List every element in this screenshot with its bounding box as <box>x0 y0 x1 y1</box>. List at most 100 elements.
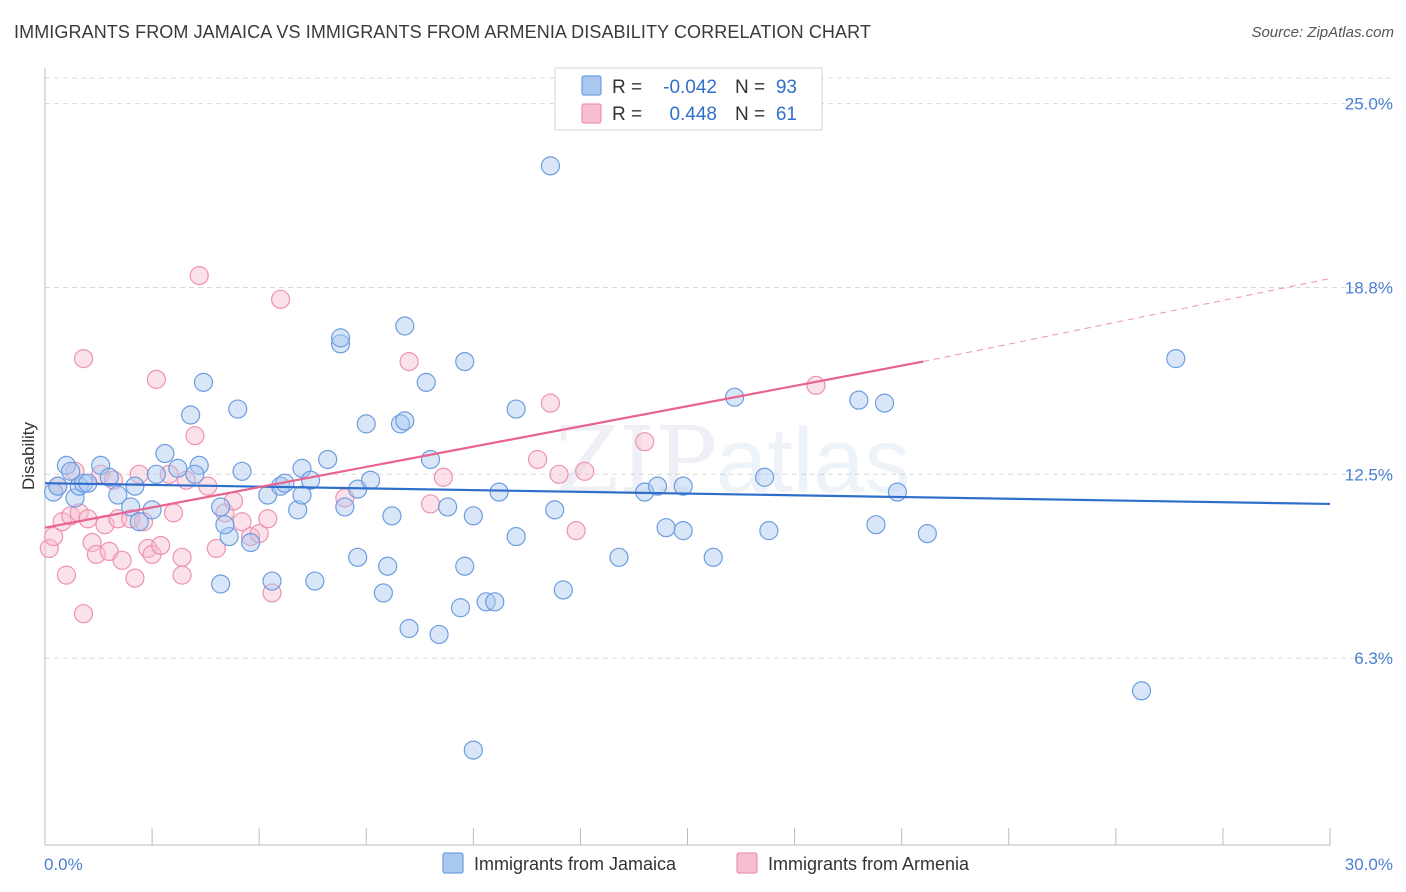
jamaica-point-16 <box>155 443 175 464</box>
jamaica-point-26 <box>215 515 235 535</box>
n-label-1: N = <box>735 77 765 98</box>
jamaica-point-79 <box>754 467 775 487</box>
jamaica-point-65 <box>506 526 526 547</box>
jamaica-point-17 <box>168 458 188 478</box>
jamaica-point-11 <box>108 485 128 505</box>
n-label-2: N = <box>735 104 765 125</box>
armenia-point-28 <box>163 503 184 523</box>
jamaica-point-1 <box>48 476 68 496</box>
armenia-point-18 <box>112 550 132 570</box>
n-value-armenia: 61 <box>776 104 797 125</box>
jamaica-point-85 <box>1131 681 1152 701</box>
armenia-point-9 <box>73 349 94 369</box>
jamaica-point-13 <box>129 512 149 532</box>
armenia-point-54 <box>806 375 826 395</box>
armenia-point-25 <box>146 369 166 389</box>
legend-swatch-armenia <box>736 852 758 874</box>
jamaica-point-40 <box>211 574 231 594</box>
legend-label-armenia: Immigrants from Armenia <box>768 854 970 874</box>
jamaica-point-59 <box>455 556 475 576</box>
jamaica-point-74 <box>673 521 693 541</box>
jamaica-point-15 <box>146 464 166 484</box>
jamaica-point-72 <box>647 476 668 496</box>
jamaica-point-32 <box>288 500 308 520</box>
armenia-point-50 <box>549 464 569 484</box>
jamaica-point-67 <box>540 156 561 176</box>
jamaica-point-50 <box>395 411 415 431</box>
jamaica-point-19 <box>185 464 205 484</box>
r-value-armenia: 0.448 <box>669 104 717 125</box>
jamaica-point-27 <box>241 532 261 553</box>
trend-lines <box>44 278 1331 529</box>
jamaica-point-3 <box>61 461 81 481</box>
jamaica-point-9 <box>99 467 119 487</box>
jamaica-point-41 <box>335 497 355 517</box>
watermark: ZIP atlas <box>555 407 910 514</box>
armenia-point-1 <box>43 526 64 547</box>
chart-title: IMMIGRANTS FROM JAMAICA VS IMMIGRANTS FR… <box>14 22 871 42</box>
armenia-point-4 <box>56 565 77 585</box>
stats-swatch-armenia <box>581 103 602 124</box>
armenia-point-11 <box>82 532 102 553</box>
armenia-point-46 <box>420 494 441 514</box>
armenia-point-43 <box>270 289 291 309</box>
armenia-trend-line <box>44 360 924 529</box>
y-tick-label-0: 6.3% <box>1354 649 1393 668</box>
grid-lines <box>45 77 1392 659</box>
jamaica-point-69 <box>553 580 573 600</box>
armenia-point-21 <box>129 464 149 484</box>
jamaica-point-64 <box>489 482 509 502</box>
jamaica-point-52 <box>395 316 415 336</box>
jamaica-point-58 <box>455 351 475 372</box>
jamaica-point-57 <box>450 598 471 618</box>
legend-swatch-jamaica <box>442 852 464 874</box>
armenia-point-47 <box>433 467 453 487</box>
jamaica-point-18 <box>189 455 209 475</box>
armenia-point-35 <box>206 538 226 559</box>
jamaica-point-45 <box>356 414 376 434</box>
jamaica-point-20 <box>181 405 201 425</box>
armenia-point-53 <box>635 432 655 452</box>
armenia-point-32 <box>185 426 205 446</box>
jamaica-point-39 <box>330 328 351 348</box>
jamaica-point-76 <box>703 547 723 567</box>
armenia-point-52 <box>575 461 595 481</box>
armenia-point-48 <box>527 449 548 470</box>
y-tick-label-1: 12.5% <box>1345 465 1393 484</box>
jamaica-point-22 <box>211 497 231 517</box>
jamaica-point-84 <box>917 524 937 544</box>
legend: Immigrants from Jamaica Immigrants from … <box>442 852 970 874</box>
jamaica-point-30 <box>262 571 282 591</box>
source-credit: Source: ZipAtlas.com <box>1251 24 1394 41</box>
jamaica-point-37 <box>318 449 338 470</box>
jamaica-point-55 <box>429 624 449 645</box>
jamaica-point-86 <box>1166 349 1186 369</box>
armenia-point-30 <box>172 547 192 567</box>
watermark-zip: ZIP <box>555 407 717 514</box>
r-label-2: R = <box>612 104 642 125</box>
y-tick-label-3: 25.0% <box>1345 95 1393 114</box>
jamaica-point-63 <box>485 592 505 612</box>
stats-swatch-jamaica <box>581 75 602 96</box>
r-value-jamaica: -0.042 <box>663 77 717 98</box>
jamaica-point-14 <box>142 500 162 520</box>
jamaica-point-70 <box>609 547 629 567</box>
jamaica-point-66 <box>506 399 526 419</box>
jamaica-point-47 <box>378 556 398 576</box>
jamaica-point-36 <box>305 571 325 591</box>
jamaica-point-21 <box>193 372 214 392</box>
n-value-jamaica: 93 <box>776 77 797 98</box>
armenia-point-26 <box>151 535 171 556</box>
armenia-point-51 <box>566 521 586 541</box>
jamaica-point-80 <box>849 390 869 410</box>
y-tick-labels: 6.3% 12.5% 18.8% 25.0% <box>1345 95 1393 669</box>
armenia-points <box>39 265 826 624</box>
jamaica-point-82 <box>874 393 895 413</box>
jamaica-point-75 <box>673 476 693 496</box>
jamaica-point-46 <box>373 583 393 603</box>
jamaica-point-10 <box>125 476 145 496</box>
armenia-trend-extension <box>922 278 1331 363</box>
y-tick-label-2: 18.8% <box>1345 278 1393 297</box>
jamaica-point-78 <box>759 521 779 541</box>
jamaica-point-83 <box>887 482 907 502</box>
